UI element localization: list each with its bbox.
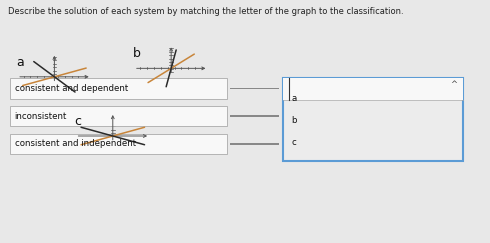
Text: inconsistent: inconsistent <box>15 112 67 121</box>
Bar <box>229 87 279 89</box>
Text: ^: ^ <box>450 80 458 89</box>
Text: b: b <box>133 47 141 60</box>
Text: c: c <box>74 115 81 128</box>
Text: Describe the solution of each system by matching the letter of the graph to the : Describe the solution of each system by … <box>8 7 403 16</box>
Text: a: a <box>292 94 297 103</box>
Bar <box>283 78 463 100</box>
Bar <box>283 78 463 161</box>
Text: consistent and dependent: consistent and dependent <box>15 84 128 93</box>
Bar <box>10 78 227 99</box>
Text: a: a <box>16 56 24 69</box>
Bar <box>229 115 279 117</box>
Bar <box>229 143 279 145</box>
Bar <box>10 134 227 154</box>
Bar <box>10 106 227 126</box>
Text: consistent and independent: consistent and independent <box>15 139 136 148</box>
Text: c: c <box>292 138 296 147</box>
Text: b: b <box>292 116 297 125</box>
